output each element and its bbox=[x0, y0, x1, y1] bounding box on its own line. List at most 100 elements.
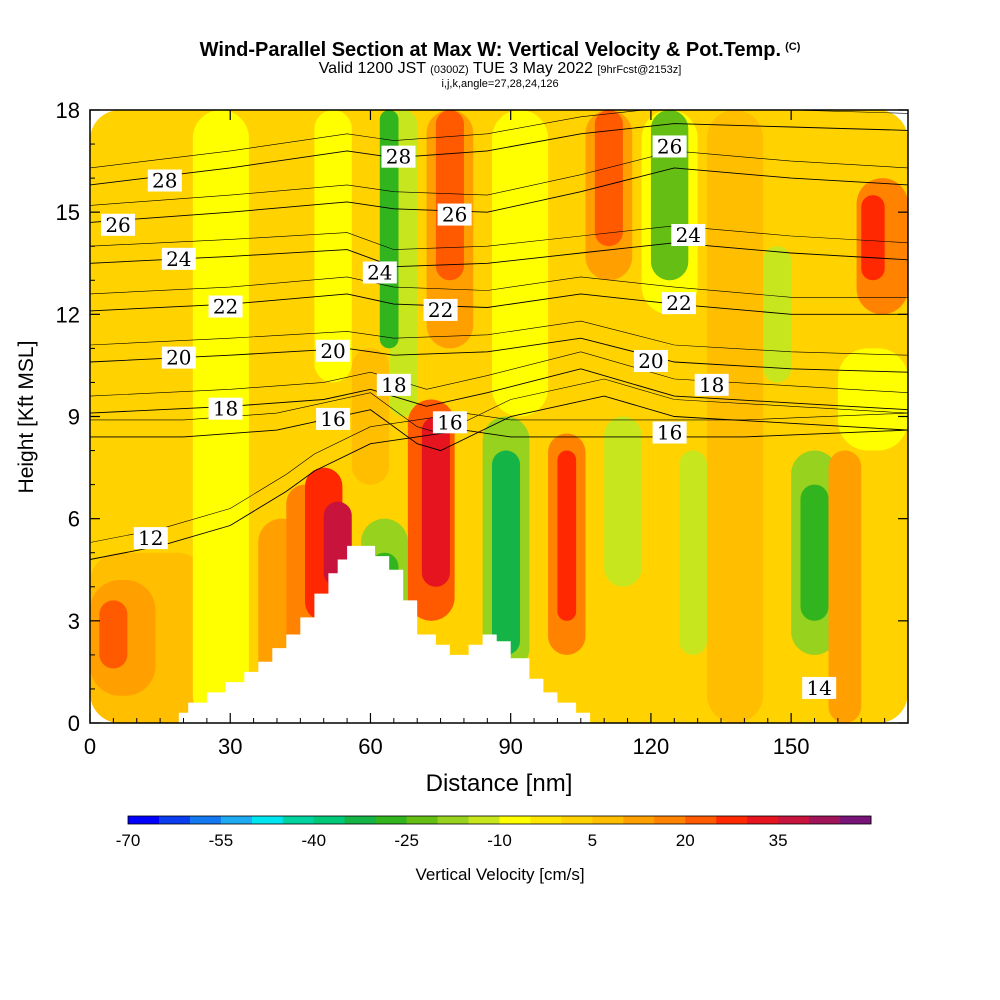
contour-label-box bbox=[161, 346, 196, 369]
contour-label-14-21: 14 bbox=[802, 676, 837, 700]
y-axis: 0 3 6 9 12 15 18 bbox=[56, 98, 908, 736]
contour-label-box bbox=[437, 203, 472, 226]
contour-label-text: 16 bbox=[437, 410, 462, 434]
colorbar-swatch bbox=[468, 816, 500, 824]
contour-label-text: 20 bbox=[166, 346, 191, 370]
contour-label-text: 14 bbox=[806, 676, 831, 700]
contour-label-box bbox=[376, 373, 411, 396]
contour-label-22-10: 22 bbox=[208, 295, 243, 319]
contour-label-16-1: 16 bbox=[316, 407, 351, 431]
contour-label-box bbox=[381, 145, 416, 168]
chart-title-block: Wind-Parallel Section at Max W: Vertical… bbox=[0, 36, 1000, 90]
velocity-cell-33 bbox=[800, 484, 829, 621]
contour-label-box bbox=[652, 421, 687, 444]
theta-contour-24-13 bbox=[90, 242, 908, 268]
contour-label-text: 22 bbox=[213, 295, 238, 319]
contour-label-20-9: 20 bbox=[633, 349, 668, 373]
x-tick-label: 150 bbox=[773, 734, 810, 759]
potential-temperature-contours bbox=[90, 110, 908, 560]
contour-label-16-3: 16 bbox=[652, 421, 687, 445]
contour-label-16-2: 16 bbox=[432, 410, 467, 434]
contour-label-28-19: 28 bbox=[147, 169, 182, 193]
contour-label-22-12: 22 bbox=[661, 291, 696, 315]
theta-subcontour-16 bbox=[90, 150, 908, 206]
colorbar-swatch bbox=[778, 816, 810, 824]
contour-label-text: 20 bbox=[320, 339, 345, 363]
colorbar-swatch bbox=[530, 816, 562, 824]
colorbar-tick-label: -10 bbox=[487, 831, 512, 850]
velocity-cell-25 bbox=[594, 110, 623, 247]
colorbar-tick-label: 5 bbox=[588, 831, 597, 850]
contour-label-text: 26 bbox=[105, 213, 130, 237]
colorbar-swatch bbox=[251, 816, 284, 824]
contour-label-box bbox=[208, 295, 243, 318]
velocity-cell-18 bbox=[435, 110, 464, 281]
colorbar-swatch bbox=[716, 816, 748, 824]
contour-label-text: 22 bbox=[428, 298, 453, 322]
theta-contour-18-4 bbox=[90, 368, 908, 414]
contour-label-text: 16 bbox=[657, 421, 682, 445]
contour-label-box bbox=[101, 213, 136, 236]
colorbar-swatch bbox=[840, 816, 872, 824]
theta-subcontour-1 bbox=[90, 378, 908, 434]
contour-label-box bbox=[432, 411, 467, 434]
colorbar-swatch bbox=[685, 816, 717, 824]
theta-contour-26-16 bbox=[90, 167, 908, 223]
contour-label-24-13: 24 bbox=[161, 247, 196, 271]
velocity-cell-34 bbox=[828, 450, 862, 723]
theta-contour-28-19 bbox=[90, 123, 908, 186]
contour-label-box bbox=[316, 339, 351, 362]
contour-label-text: 20 bbox=[638, 349, 663, 373]
velocity-cell-14 bbox=[379, 110, 399, 349]
y-tick-label: 9 bbox=[68, 405, 80, 430]
theta-subcontour-13 bbox=[90, 225, 908, 250]
x-axis: 0 30 60 90 120 150 bbox=[84, 110, 886, 759]
colorbar-swatch bbox=[158, 816, 191, 824]
velocity-cell-16 bbox=[421, 416, 450, 587]
contour-label-text: 22 bbox=[666, 291, 691, 315]
colorbar-tick-label: -70 bbox=[116, 831, 141, 850]
colorbar-swatch bbox=[809, 816, 841, 824]
theta-subcontour-0 bbox=[90, 412, 908, 543]
colorbar-swatch bbox=[375, 816, 408, 824]
velocity-cell-21 bbox=[491, 110, 549, 417]
contour-label-text: 28 bbox=[152, 169, 177, 193]
colorbar-swatch bbox=[499, 816, 531, 824]
contour-label-text: 18 bbox=[699, 373, 724, 397]
colorbar-outline bbox=[127, 815, 872, 825]
x-tick-label: 30 bbox=[218, 734, 242, 759]
colorbar-tick-label: -25 bbox=[394, 831, 419, 850]
chart-title: Wind-Parallel Section at Max W: Vertical… bbox=[199, 39, 801, 61]
contour-label-box bbox=[423, 298, 458, 321]
colorbar-swatch bbox=[592, 816, 624, 824]
contour-label-box bbox=[633, 350, 668, 373]
chart-subtitle: Valid 1200 JST (0300Z) TUE 3 May 2022 [9… bbox=[318, 60, 682, 77]
contour-label-text: 18 bbox=[381, 373, 406, 397]
theta-subcontour-7 bbox=[90, 320, 908, 356]
colorbar-tick-label: -55 bbox=[209, 831, 234, 850]
colorbar-swatch bbox=[654, 816, 686, 824]
contour-label-20-8: 20 bbox=[316, 339, 351, 363]
theta-contour-20-7 bbox=[90, 337, 908, 373]
colorbar-swatch bbox=[220, 816, 253, 824]
y-axis-label: Height [Kft MSL] bbox=[15, 341, 38, 494]
contour-label-box bbox=[208, 397, 243, 420]
theta-subcontour-19 bbox=[90, 110, 908, 169]
contour-label-box bbox=[694, 373, 729, 396]
colorbar-swatch bbox=[344, 816, 377, 824]
colorbar-swatch bbox=[282, 816, 315, 824]
x-tick-label: 120 bbox=[633, 734, 670, 759]
theta-subcontour-4 bbox=[90, 351, 908, 397]
velocity-cell-31 bbox=[763, 246, 792, 383]
y-tick-label: 6 bbox=[68, 507, 80, 532]
colorbar: -70 -55 -40 -25 -10 5 20 35 bbox=[116, 815, 872, 850]
x-tick-label: 60 bbox=[358, 734, 382, 759]
terrain-shape bbox=[90, 545, 908, 723]
theta-contour-12-0 bbox=[90, 429, 908, 560]
velocity-cell-3 bbox=[99, 600, 128, 669]
colorbar-swatch bbox=[623, 816, 655, 824]
contour-label-box bbox=[133, 527, 168, 550]
contour-label-box bbox=[652, 135, 687, 158]
colorbar-swatch bbox=[561, 816, 593, 824]
